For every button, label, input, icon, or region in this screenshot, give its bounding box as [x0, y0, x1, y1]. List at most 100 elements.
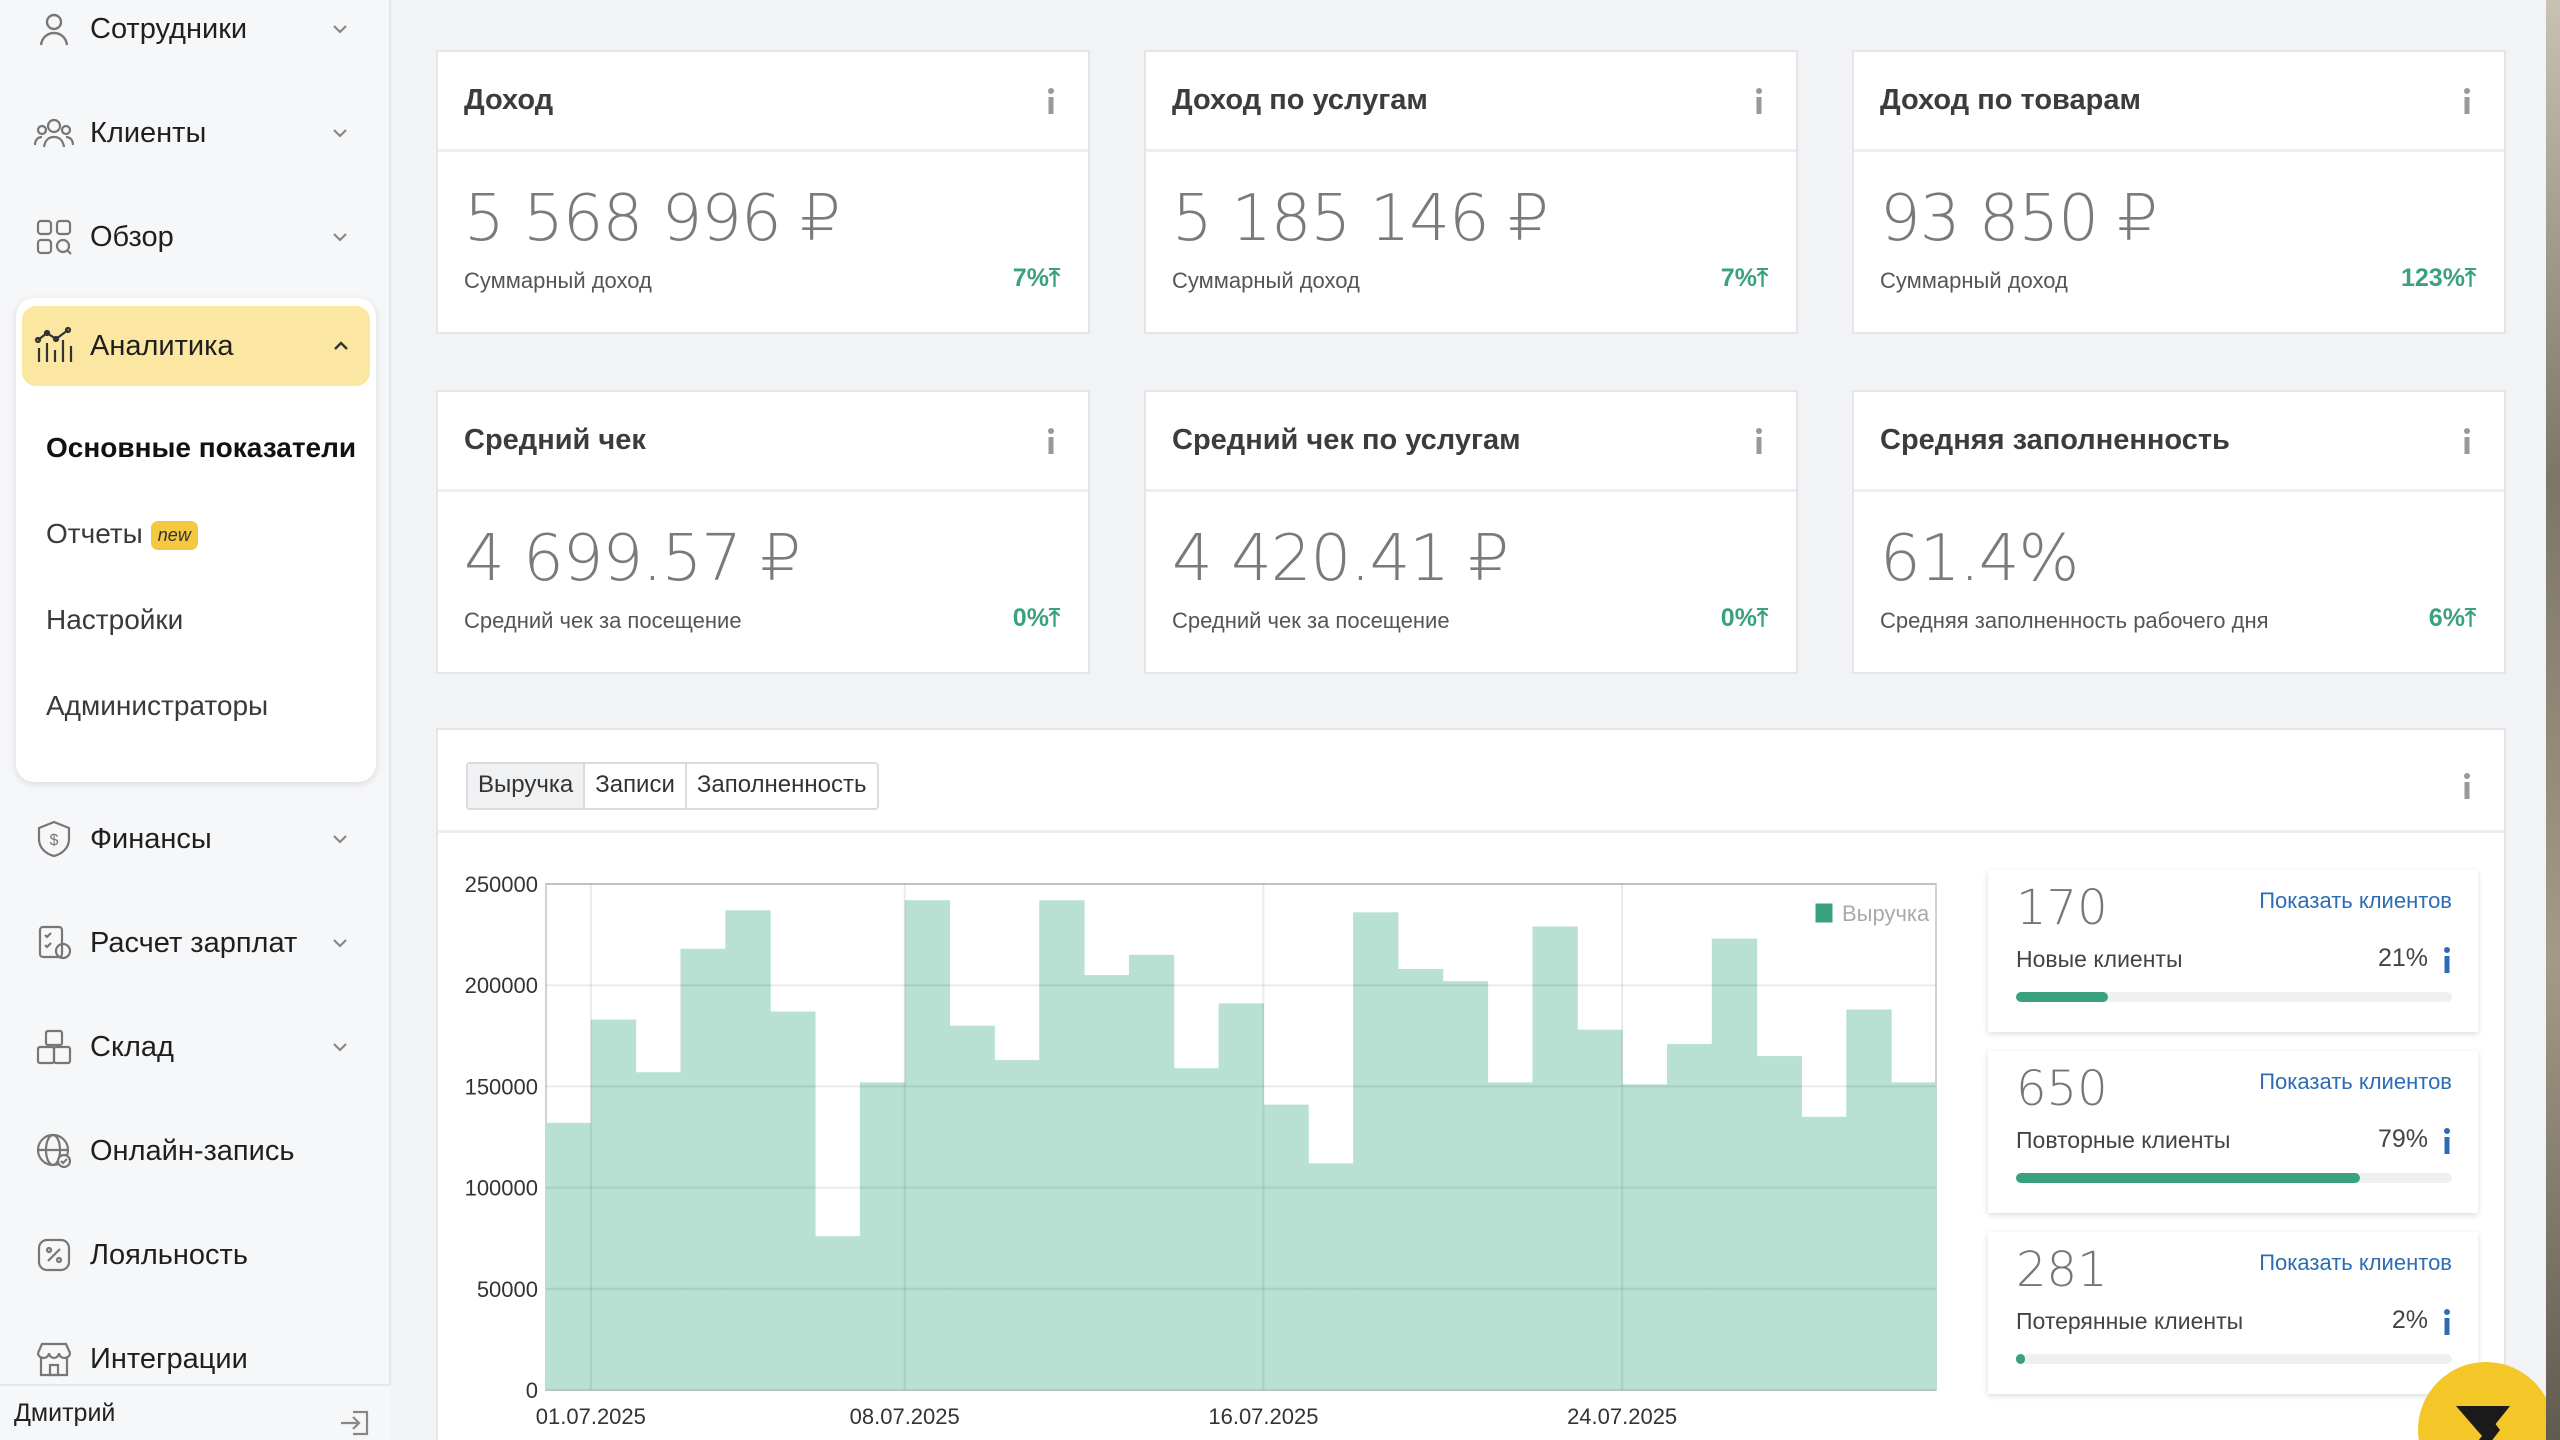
info-icon[interactable] — [2442, 1308, 2452, 1336]
stat-returning-clients: 650 Показать клиентов Повторные клиенты … — [1988, 1051, 2478, 1213]
submenu-reports[interactable]: Отчеты new — [46, 518, 198, 551]
chart-bar[interactable] — [1128, 954, 1175, 1390]
nav-finance-label: Финансы — [90, 822, 212, 855]
chart-bar[interactable] — [904, 900, 951, 1390]
kpi-value: 5 568 996 ₽ — [464, 182, 841, 256]
chart-bar[interactable] — [546, 1122, 592, 1390]
kpi-title: Доход по услугам — [1172, 84, 1428, 116]
chart-bar[interactable] — [725, 910, 771, 1390]
chart-bar[interactable] — [815, 1236, 861, 1390]
chart-bar[interactable] — [1891, 1082, 1937, 1390]
chart-bar[interactable] — [770, 1011, 816, 1390]
chart-bar[interactable] — [1756, 1056, 1802, 1390]
background-edge — [2546, 0, 2560, 1440]
chart-bar[interactable] — [949, 1025, 995, 1390]
submenu-admins[interactable]: Администраторы — [46, 690, 269, 721]
submenu-settings[interactable]: Настройки — [46, 604, 184, 635]
tab-revenue[interactable]: Выручка — [468, 764, 586, 808]
nav-warehouse[interactable]: Склад — [0, 1002, 391, 1092]
nav-online-booking[interactable]: Онлайн-запись — [0, 1106, 391, 1196]
arrow-up-icon: ⤒ — [1048, 264, 1060, 292]
info-icon[interactable] — [1044, 86, 1058, 116]
kpi-change: 7%⤒ — [1013, 264, 1060, 293]
info-icon[interactable] — [1752, 86, 1766, 116]
loyalty-icon — [34, 1235, 74, 1275]
chart-bar[interactable] — [1397, 969, 1444, 1390]
nav-integrations[interactable]: Интеграции — [0, 1314, 391, 1404]
chart-bar[interactable] — [590, 1019, 637, 1390]
user-name: Дмитрий — [14, 1398, 116, 1427]
chart-bar[interactable] — [1353, 912, 1399, 1390]
nav-payroll[interactable]: Расчет зарплат — [0, 898, 391, 988]
chart-bar[interactable] — [1084, 975, 1130, 1390]
chart-bar[interactable] — [994, 1060, 1040, 1390]
chart-bar[interactable] — [1532, 926, 1578, 1390]
stat-label: Повторные клиенты — [2016, 1127, 2231, 1153]
chat-button[interactable] — [2418, 1362, 2554, 1440]
chart-bar[interactable] — [680, 948, 726, 1390]
stat-count: 281 — [2016, 1242, 2108, 1298]
chart-bar[interactable] — [1442, 981, 1489, 1390]
chart-bar[interactable] — [1846, 1009, 1892, 1390]
nav-analytics[interactable]: Аналитика — [22, 306, 370, 386]
chart-bar[interactable] — [1711, 938, 1758, 1390]
stat-new-clients: 170 Показать клиентов Новые клиенты 21% — [1988, 870, 2478, 1032]
nav-loyalty[interactable]: Лояльность — [0, 1210, 391, 1300]
kpi-card-service-revenue: Доход по услугам 5 185 146 ₽ Суммарный д… — [1144, 50, 1798, 334]
arrow-up-icon: ⤒ — [1756, 264, 1768, 292]
info-icon[interactable] — [2442, 1127, 2452, 1155]
kpi-change: 0%⤒ — [1013, 604, 1060, 633]
stat-progress-fill — [2016, 992, 2108, 1002]
chart-bar[interactable] — [635, 1072, 682, 1390]
show-clients-link[interactable]: Показать клиентов — [2259, 888, 2452, 913]
stat-percent: 21% — [2377, 944, 2428, 972]
kpi-card-avg-service-check: Средний чек по услугам 4 420.41 ₽ Средни… — [1144, 390, 1798, 674]
sidebar: Сотрудники Клиенты Обзор Аналитика Основ… — [0, 0, 391, 1440]
stat-progress-bar — [2016, 1354, 2452, 1364]
x-tick-label: 08.07.2025 — [850, 1404, 960, 1429]
kpi-subtitle: Суммарный доход — [1172, 268, 1360, 293]
info-icon[interactable] — [1752, 426, 1766, 456]
chart-bar[interactable] — [1173, 1068, 1220, 1390]
info-icon[interactable] — [2460, 426, 2474, 456]
nav-finance[interactable]: $ Финансы — [0, 794, 391, 884]
logout-icon[interactable] — [339, 1408, 373, 1438]
chart-bar[interactable] — [1039, 900, 1085, 1390]
info-icon[interactable] — [2460, 86, 2474, 116]
y-tick-label: 50000 — [477, 1277, 538, 1302]
chart-bar[interactable] — [1666, 1043, 1713, 1390]
stat-progress-bar — [2016, 992, 2452, 1002]
chart-bar[interactable] — [1487, 1082, 1533, 1390]
user-icon — [34, 9, 74, 49]
show-clients-link[interactable]: Показать клиентов — [2259, 1250, 2452, 1275]
chart-bar[interactable] — [1218, 1003, 1264, 1390]
nav-employees[interactable]: Сотрудники — [0, 0, 391, 74]
show-clients-link[interactable]: Показать клиентов — [2259, 1069, 2452, 1094]
tab-occupancy[interactable]: Заполненность — [686, 764, 877, 808]
nav-overview-label: Обзор — [90, 220, 174, 253]
info-icon[interactable] — [2442, 946, 2452, 974]
stat-progress-fill — [2016, 1354, 2025, 1364]
chart-bar[interactable] — [1801, 1116, 1847, 1390]
nav-online-booking-label: Онлайн-запись — [90, 1134, 295, 1167]
chat-logo-icon — [2456, 1406, 2510, 1440]
payroll-icon — [34, 923, 74, 963]
new-badge: new — [150, 521, 198, 551]
info-icon[interactable] — [1044, 426, 1058, 456]
chevron-down-icon — [333, 25, 347, 34]
x-tick-label: 16.07.2025 — [1208, 1404, 1318, 1429]
stat-lost-clients: 281 Показать клиентов Потерянные клиенты… — [1988, 1232, 2478, 1394]
chart-bar[interactable] — [1622, 1084, 1668, 1390]
chart-bar[interactable] — [1577, 1029, 1623, 1390]
chart-bar[interactable] — [1263, 1104, 1309, 1390]
tab-bookings[interactable]: Записи — [585, 764, 687, 808]
nav-integrations-label: Интеграции — [90, 1342, 248, 1375]
submenu-main-metrics[interactable]: Основные показатели — [46, 432, 357, 463]
nav-overview[interactable]: Обзор — [0, 192, 391, 282]
stat-progress-fill — [2016, 1173, 2361, 1183]
info-icon[interactable] — [2460, 771, 2474, 801]
nav-clients[interactable]: Клиенты — [0, 88, 391, 178]
panel-divider — [438, 830, 2504, 833]
chart-bar[interactable] — [1308, 1163, 1354, 1390]
chart-bar[interactable] — [859, 1082, 906, 1390]
